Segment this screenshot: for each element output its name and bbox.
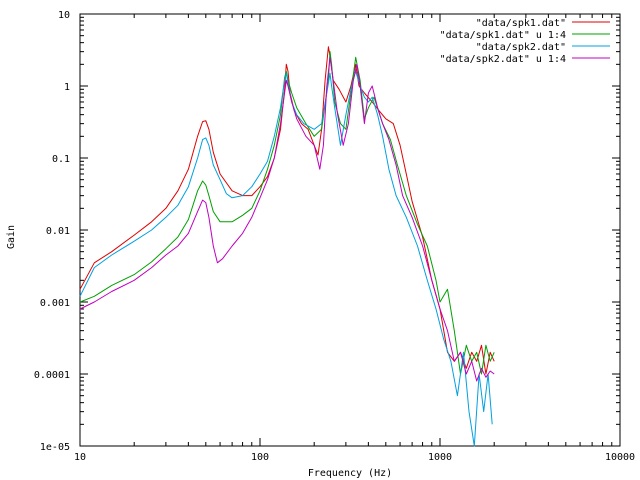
y-tick-label: 0.01 bbox=[46, 226, 70, 237]
series-lines bbox=[79, 46, 495, 447]
plot-frame bbox=[79, 13, 621, 447]
series-line-4 bbox=[79, 56, 495, 382]
x-axis-label: Frequency (Hz) bbox=[308, 468, 392, 479]
x-tick-label: 10 bbox=[74, 452, 86, 463]
series-line-2 bbox=[79, 51, 495, 375]
y-tick-label: 10 bbox=[58, 10, 70, 21]
legend-label-1: "data/spk1.dat" bbox=[476, 18, 566, 29]
y-tick-label: 0.0001 bbox=[34, 370, 70, 381]
legend-label-3: "data/spk2.dat" bbox=[476, 42, 566, 53]
series-line-1 bbox=[79, 46, 495, 375]
legend-label-2: "data/spk1.dat" u 1:4 bbox=[440, 30, 566, 41]
y-tick-label: 0.001 bbox=[40, 298, 70, 309]
axis-ticks: 10 100 1000 10000 10 1 0.1 0.01 0.001 0.0001 1e-05 bbox=[34, 10, 635, 463]
legend: "data/spk1.dat""data/spk1.dat" u 1:4"dat… bbox=[440, 18, 610, 65]
y-tick-label: 0.1 bbox=[52, 154, 70, 165]
x-tick-label: 1000 bbox=[428, 452, 452, 463]
x-tick-label: 10000 bbox=[605, 452, 635, 463]
y-tick-label: 1 bbox=[64, 82, 70, 93]
y-axis-label: Gain bbox=[6, 225, 17, 249]
y-tick-label: 1e-05 bbox=[40, 442, 70, 453]
x-tick-label: 100 bbox=[251, 452, 269, 463]
legend-label-4: "data/spk2.dat" u 1:4 bbox=[440, 54, 566, 65]
series-line-3 bbox=[79, 70, 493, 447]
